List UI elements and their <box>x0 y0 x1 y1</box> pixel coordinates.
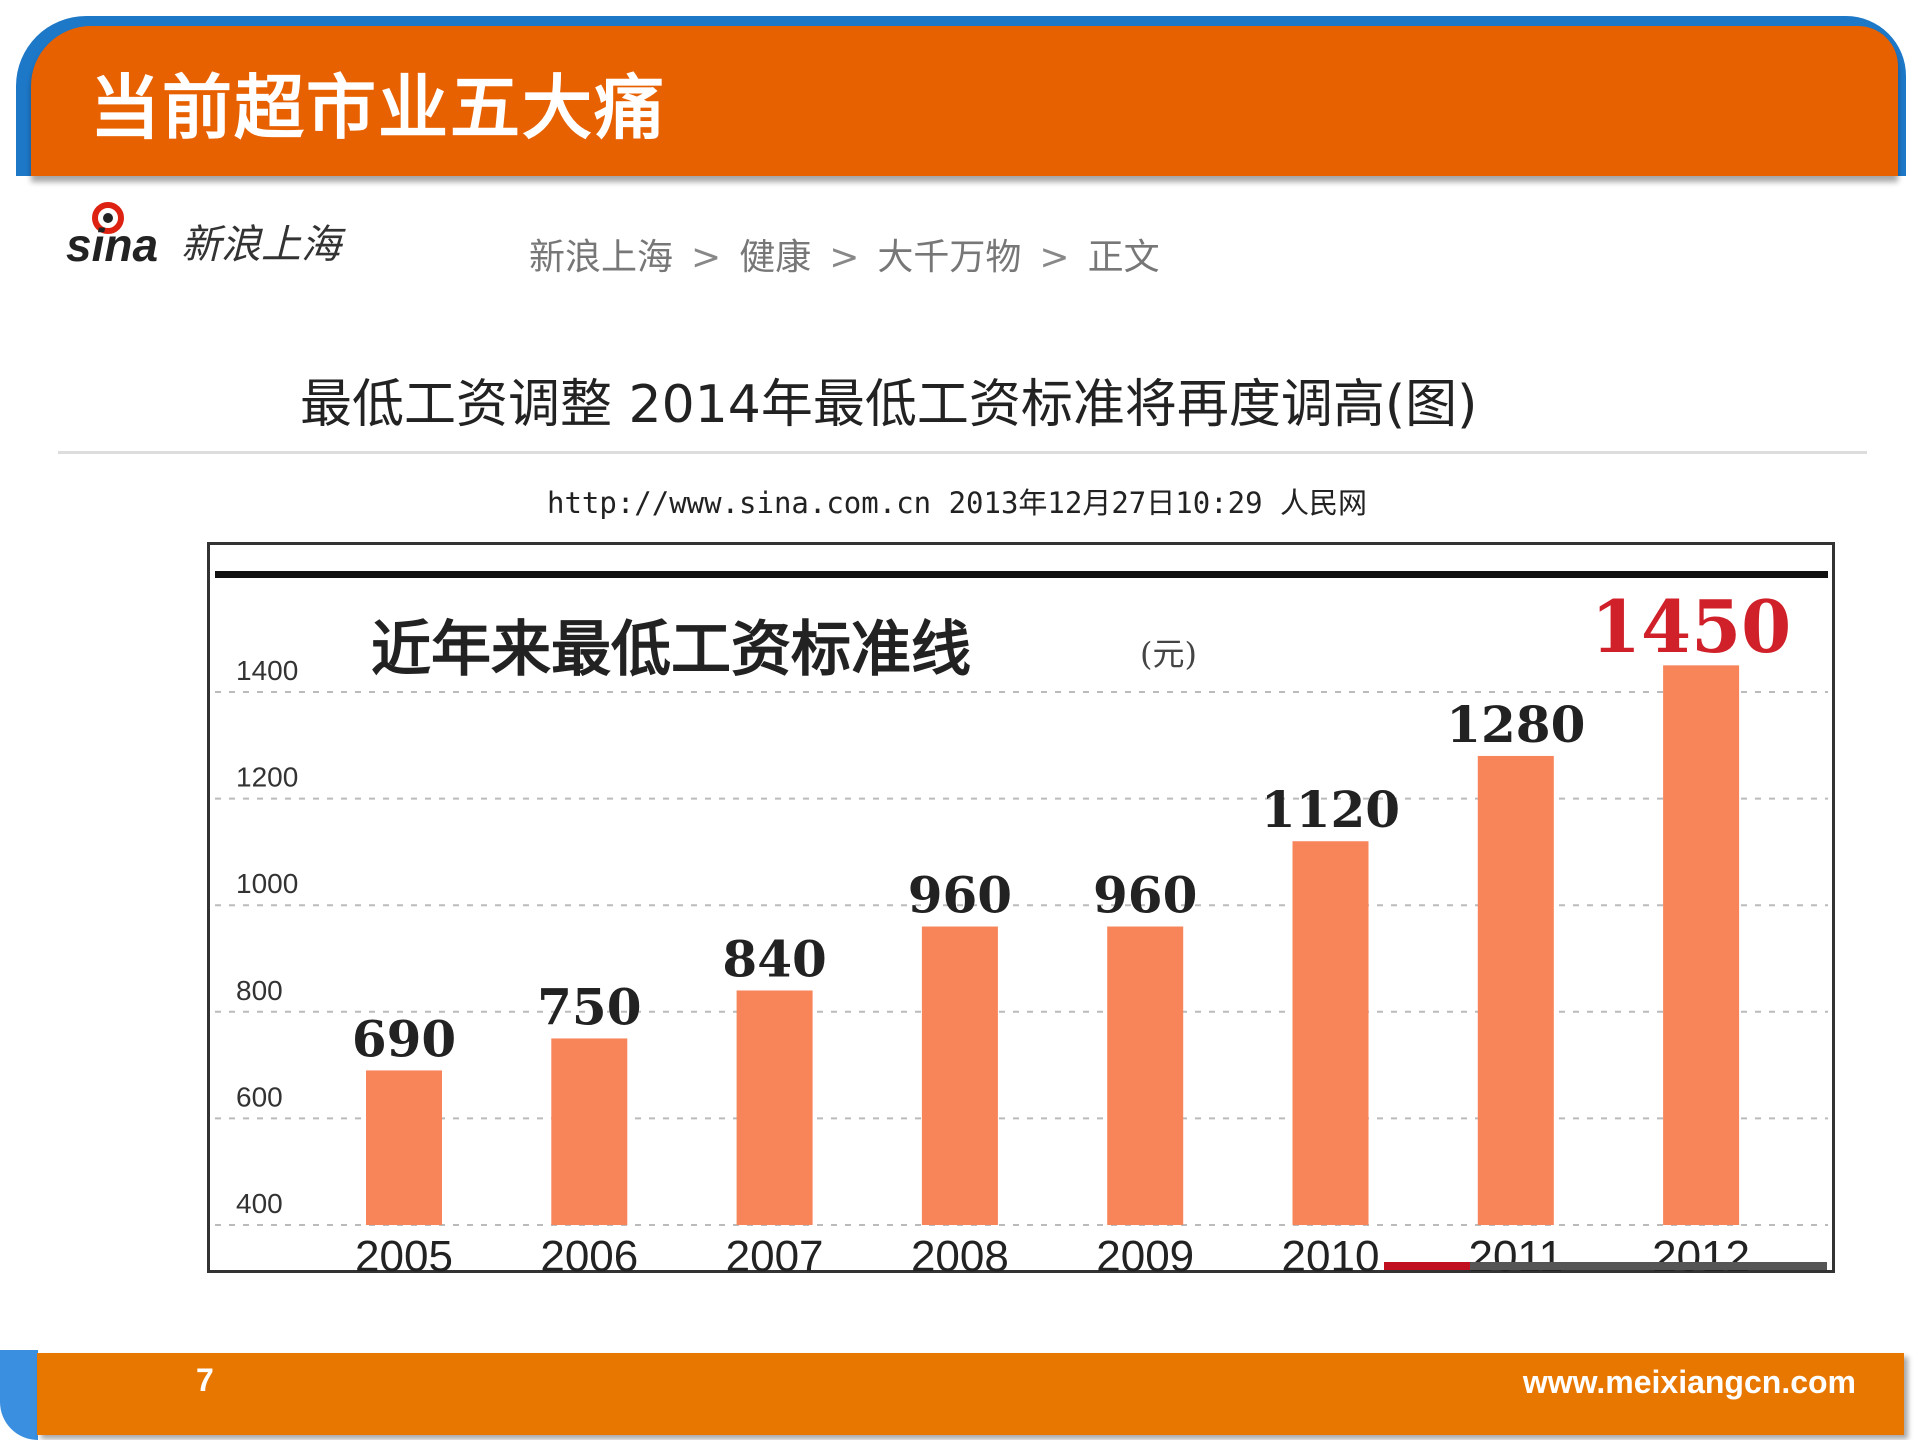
bottom-strip-red <box>1384 1262 1470 1270</box>
slide-title: 当前超市业五大痛 <box>90 67 666 149</box>
value-label: 960 <box>908 866 1012 925</box>
chevron-right-icon: > <box>1039 237 1070 278</box>
bar <box>366 1070 442 1225</box>
breadcrumb-item[interactable]: 新浪上海 <box>529 237 674 278</box>
y-tick-label: 1400 <box>236 655 298 686</box>
bar <box>551 1038 628 1225</box>
bottom-strip-grey <box>1470 1262 1827 1270</box>
x-tick-label: 2009 <box>1096 1232 1194 1281</box>
y-tick-label: 600 <box>236 1081 283 1112</box>
bar <box>1107 926 1184 1225</box>
slide-footer <box>37 1353 1904 1435</box>
bar <box>1663 665 1740 1225</box>
x-tick-label: 2007 <box>726 1232 824 1281</box>
chart-top-rule <box>215 571 1828 578</box>
value-label: 1120 <box>1261 780 1400 839</box>
bar <box>921 926 998 1225</box>
bar <box>736 990 813 1225</box>
y-tick-label: 1000 <box>236 868 298 899</box>
value-label: 960 <box>1093 866 1197 925</box>
article-source: http://www.sina.com.cn 2013年12月27日10:29 … <box>547 486 1368 520</box>
chevron-right-icon: > <box>691 237 722 278</box>
chart-title: 近年来最低工资标准线 <box>371 615 971 685</box>
x-tick-label: 2012 <box>1652 1232 1750 1281</box>
breadcrumb-item[interactable]: 健康 <box>739 237 812 278</box>
y-tick-label: 400 <box>236 1188 283 1219</box>
x-tick-label: 2005 <box>355 1232 453 1281</box>
breadcrumb: 新浪上海 > 健康 > 大千万物 > 正文 <box>529 228 1160 280</box>
chart-unit: (元) <box>1140 635 1197 673</box>
svg-text:新浪上海: 新浪上海 <box>181 222 346 268</box>
value-label: 690 <box>352 1009 456 1068</box>
x-tick-label: 2008 <box>911 1232 1009 1281</box>
chevron-right-icon: > <box>829 237 860 278</box>
y-tick-label: 800 <box>236 975 283 1006</box>
value-label: 1450 <box>1591 584 1791 669</box>
footer-url: www.meixiangcn.com <box>1522 1364 1856 1400</box>
x-tick-label: 2010 <box>1282 1232 1380 1281</box>
y-tick-label: 1200 <box>236 762 298 793</box>
x-tick-label: 2011 <box>1468 1232 1563 1281</box>
page-number: 7 <box>196 1362 214 1398</box>
svg-text:sina: sina <box>66 219 158 271</box>
breadcrumb-item[interactable]: 大千万物 <box>877 237 1022 278</box>
article-headline: 最低工资调整 2014年最低工资标准将再度调高(图) <box>300 375 1478 435</box>
value-label: 750 <box>537 977 641 1036</box>
slide-header <box>31 26 1898 176</box>
divider <box>58 451 1867 454</box>
bar <box>1477 755 1554 1225</box>
breadcrumb-item: 正文 <box>1087 237 1160 278</box>
sina-logo: sina 新浪上海 <box>66 202 346 271</box>
chart-frame <box>207 542 1835 1273</box>
x-tick-label: 2006 <box>540 1232 638 1281</box>
bar <box>1292 841 1369 1225</box>
value-label: 840 <box>722 929 826 988</box>
value-label: 1280 <box>1446 695 1585 754</box>
